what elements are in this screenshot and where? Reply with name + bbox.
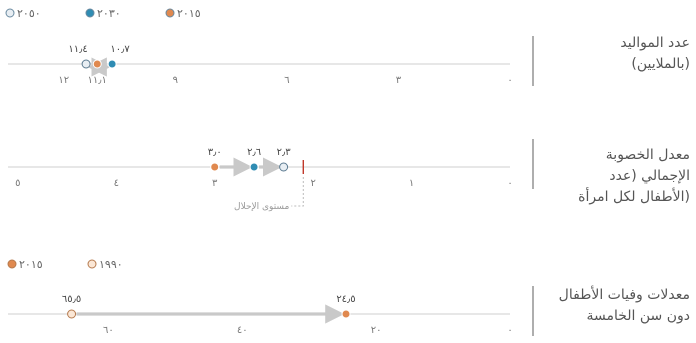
value-label-y2050: ٢٫٣ xyxy=(277,147,292,158)
value-label-y2015: ٣٫٠ xyxy=(208,147,222,158)
tick-label: ١ xyxy=(409,178,414,189)
point-y2050 xyxy=(279,162,289,172)
legend-marker-y2050 xyxy=(5,8,15,18)
point-y2015 xyxy=(92,59,102,69)
tick-label: ٦٠ xyxy=(103,325,114,336)
point-y1990 xyxy=(67,309,77,319)
tick-label: ٤ xyxy=(114,178,119,189)
point-y2015 xyxy=(210,162,220,172)
point-y2015 xyxy=(341,309,351,319)
tick-label: ٠ xyxy=(507,325,512,336)
tick-label: ٦ xyxy=(284,75,289,86)
panel-label: معدل الخصوبة xyxy=(606,147,690,163)
value-label-y2050: ١١٫٤ xyxy=(68,44,87,55)
tick-label: ١٢ xyxy=(58,75,69,86)
legend-marker-y2015 xyxy=(7,259,17,269)
value-label-y2030: ١٠٫٧ xyxy=(110,44,130,55)
panel-label: الأطفال لكل امرأة) xyxy=(578,187,690,205)
panel-label: الإجمالي (عدد xyxy=(609,168,690,184)
tick-label: ٣ xyxy=(396,75,402,86)
panel-label: (بالملايين) xyxy=(631,56,690,72)
replacement-leader xyxy=(291,177,304,207)
tick-label: ٤٠ xyxy=(237,325,248,336)
tick-label: ٣ xyxy=(212,178,218,189)
tick-label: ٠ xyxy=(507,178,512,189)
tick-label: ٥ xyxy=(15,178,20,189)
panel-label: معدلات وفيات الأطفال xyxy=(559,285,690,303)
tick-label: ٢٠ xyxy=(371,325,382,336)
tick-label: ٠ xyxy=(507,75,512,86)
legend-label-y2050: ٢٠٥٠ xyxy=(17,7,41,20)
legend-marker-y1990 xyxy=(87,259,97,269)
legend-label-y2015: ٢٠١٥ xyxy=(177,7,201,20)
point-y2050 xyxy=(81,59,91,69)
tick-label: ٢ xyxy=(310,178,315,189)
legend-marker-y2030 xyxy=(85,8,95,18)
legend-label-y1990: ١٩٩٠ xyxy=(99,258,123,271)
replacement-level-label: مستوى الإحلال xyxy=(234,202,289,212)
value-label-y2030: ٢٫٦ xyxy=(247,147,261,158)
panel-label: دون سن الخامسة xyxy=(586,308,690,324)
legend-label-y2015: ٢٠١٥ xyxy=(19,258,43,271)
value-label-y2015: ٢٤٫٥ xyxy=(336,294,355,305)
point-y2030 xyxy=(107,59,117,69)
value-label-y1990: ٦٥٫٥ xyxy=(62,294,81,305)
tick-label: ١١٫١ xyxy=(88,75,107,86)
legend-label-y2030: ٢٠٣٠ xyxy=(97,7,121,20)
tick-label: ٩ xyxy=(173,75,178,86)
legend-marker-y2015 xyxy=(165,8,175,18)
point-y2030 xyxy=(249,162,259,172)
panel-label: عدد المواليد xyxy=(620,35,690,51)
